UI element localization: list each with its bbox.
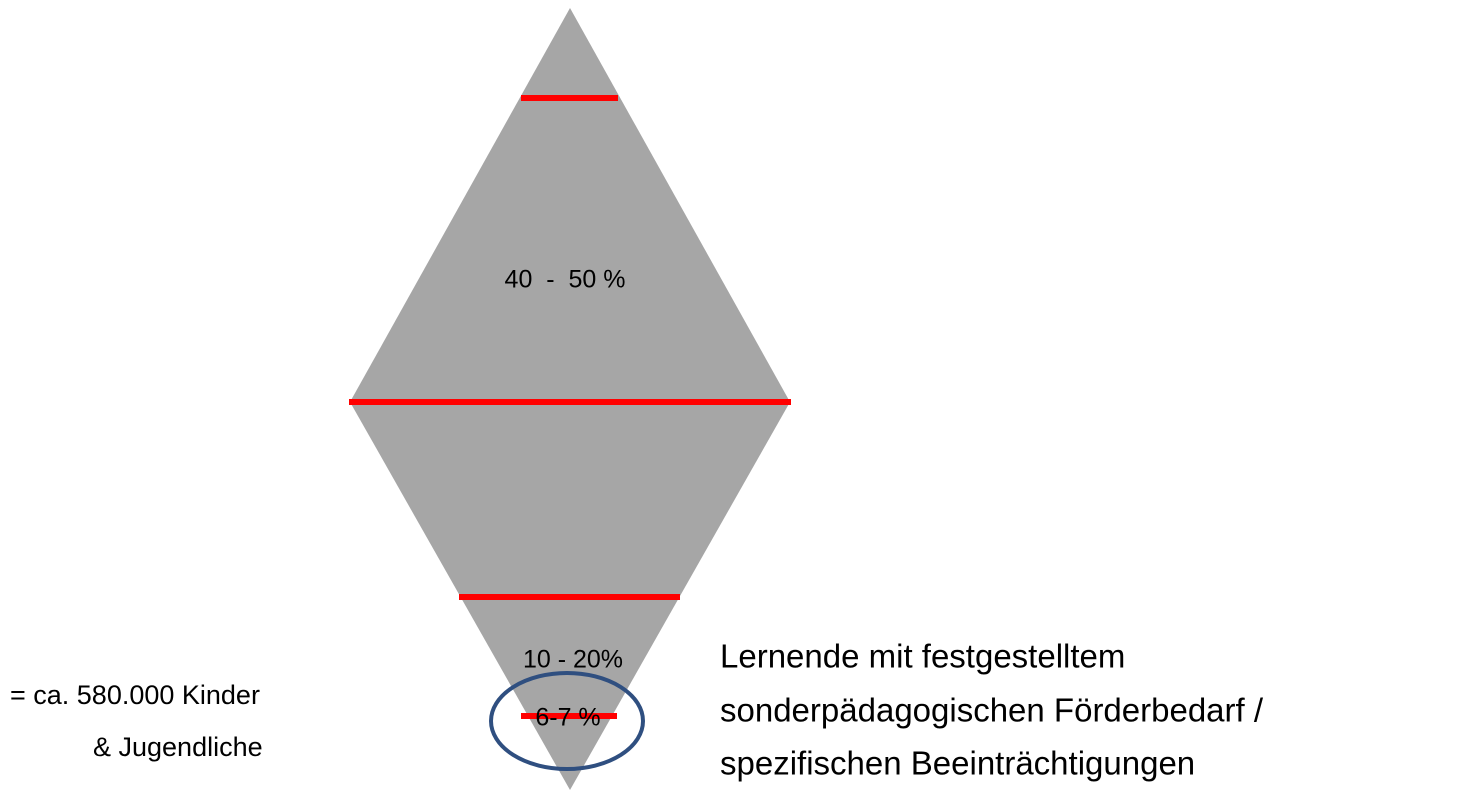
left-note: & Jugendliche [93, 732, 263, 762]
segment-label: 10 - 20% [523, 646, 623, 674]
right-note: spezifischen Beeinträchtigungen [720, 745, 1195, 782]
right-note: Lernende mit festgestelltem [720, 638, 1125, 675]
segment-label: 40 - 50 % [505, 266, 626, 294]
right-note: sonderpädagogischen Förderbedarf / [720, 692, 1264, 729]
left-note: = ca. 580.000 Kinder [10, 680, 260, 710]
highlight-ellipse [489, 671, 645, 771]
segment-label: 6-7 % [535, 704, 600, 732]
